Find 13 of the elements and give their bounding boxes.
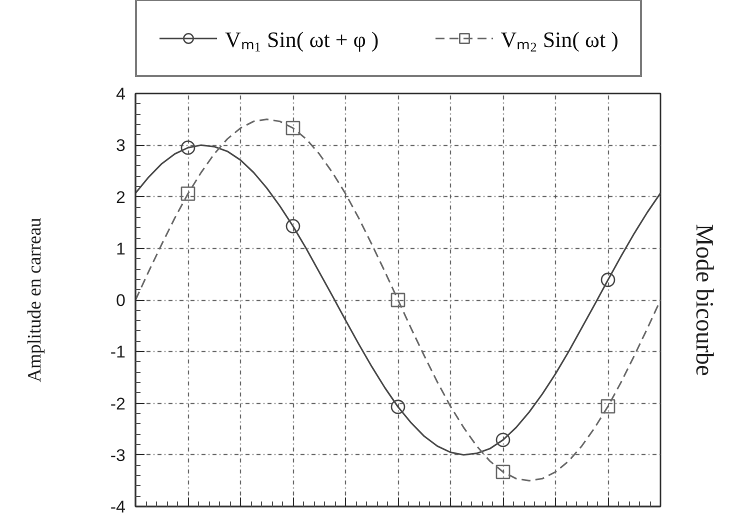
y-tick-label: -1 bbox=[110, 342, 126, 362]
y-tick-label: -2 bbox=[110, 394, 126, 414]
y-tick-label: -4 bbox=[110, 498, 126, 516]
legend-label: Vₘ₂ Sin( ωt ) bbox=[500, 26, 618, 53]
y-tick-label: -3 bbox=[110, 446, 126, 465]
y-tick-label: 1 bbox=[116, 239, 126, 258]
legend-label: Vₘ₁ Sin( ωt + φ ) bbox=[225, 26, 379, 53]
y-tick-label: 3 bbox=[116, 136, 126, 156]
y-axis-title: Amplitude en carreau bbox=[24, 217, 46, 382]
text: Mode bicourbe bbox=[690, 224, 718, 376]
y-tick-label: 2 bbox=[116, 188, 126, 207]
y-tick-label: 4 bbox=[116, 84, 126, 104]
y-tick-label: 0 bbox=[116, 291, 126, 310]
